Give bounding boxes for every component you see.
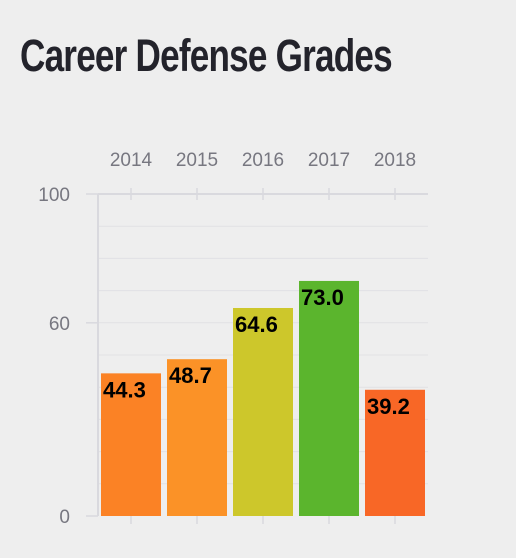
axes xyxy=(86,188,428,524)
bar-2016 xyxy=(233,307,293,516)
bars xyxy=(101,280,425,516)
data-label-2018: 39.2 xyxy=(367,394,410,419)
x-tick-label-2018: 2018 xyxy=(374,150,416,171)
x-axis-tick-labels: 2014 2015 2016 2017 2018 xyxy=(110,150,416,171)
page-title: Career Defense Grades xyxy=(20,30,393,81)
x-tick-label-2015: 2015 xyxy=(176,150,218,171)
data-label-2014: 44.3 xyxy=(103,377,146,402)
data-label-2016: 64.6 xyxy=(235,312,278,337)
y-tick-label-0: 0 xyxy=(59,507,70,528)
data-labels: 44.3 48.7 64.6 73.0 39.2 xyxy=(103,285,410,419)
x-tick-label-2014: 2014 xyxy=(110,150,153,171)
bar-2014 xyxy=(101,373,161,516)
data-label-2015: 48.7 xyxy=(169,363,212,388)
x-tick-label-2016: 2016 xyxy=(242,150,284,171)
data-label-2017: 73.0 xyxy=(301,285,344,310)
bar-2015 xyxy=(167,359,227,516)
bar-2017 xyxy=(299,280,359,516)
x-tick-label-2017: 2017 xyxy=(308,150,350,171)
y-axis-tick-labels: 0 60 100 xyxy=(38,185,70,528)
y-tick-label-100: 100 xyxy=(38,185,70,206)
bar-2018 xyxy=(365,389,425,516)
y-tick-label-60: 60 xyxy=(49,314,70,335)
